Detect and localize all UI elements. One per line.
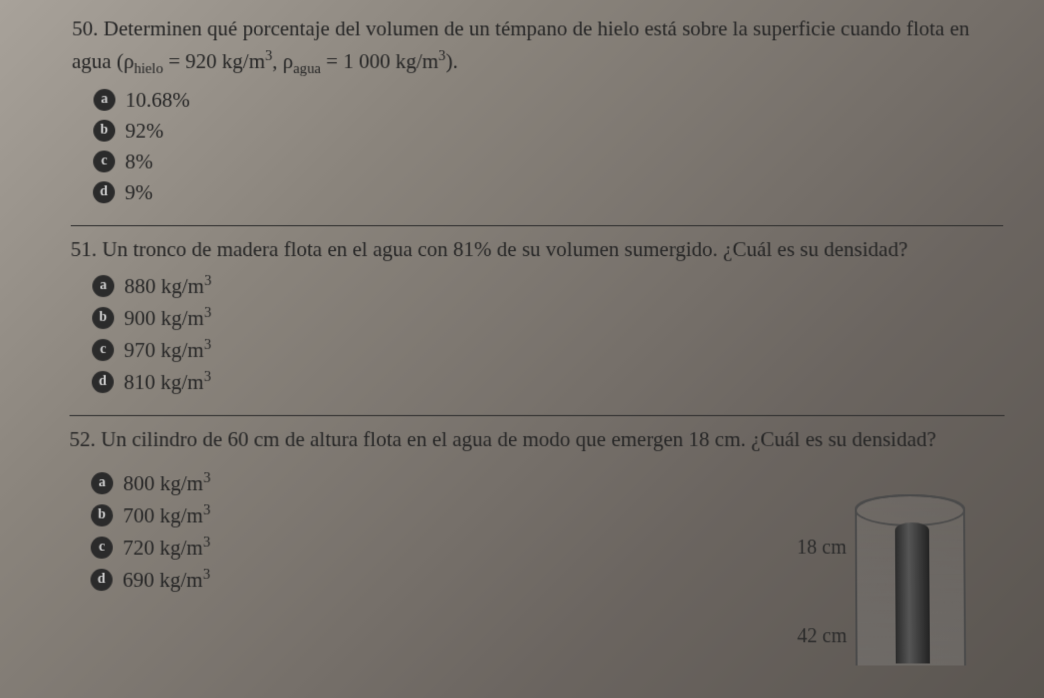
bullet-b-icon: b: [93, 120, 115, 142]
question-51: 51. Un tronco de madera flota en el agua…: [69, 225, 1004, 415]
option-52c-label: 720 kg/m3: [123, 534, 211, 560]
question-52-text: 52. Un cilindro de 60 cm de altura flota…: [69, 424, 1005, 456]
question-number: 51.: [71, 237, 97, 261]
question-51-text: 51. Un tronco de madera flota en el agua…: [70, 234, 1003, 265]
option-50d-label: 9%: [125, 180, 153, 205]
bullet-a-icon: a: [93, 89, 115, 111]
option-51c[interactable]: c 970 kg/m3: [92, 337, 1004, 363]
bullet-c-icon: c: [93, 151, 115, 173]
option-52a[interactable]: a 800 kg/m3: [91, 470, 805, 496]
option-52d[interactable]: d 690 kg/m3: [90, 566, 805, 592]
question-50-options: a 10.68% b 92% c 8% d 9%: [71, 88, 1003, 205]
option-50a-label: 10.68%: [125, 88, 190, 113]
option-52a-val: 800 kg/m: [123, 471, 203, 495]
option-52d-label: 690 kg/m3: [123, 566, 211, 592]
bullet-b-icon: b: [91, 504, 113, 526]
option-51b[interactable]: b 900 kg/m3: [92, 305, 1004, 331]
option-51a-label: 880 kg/m3: [124, 273, 211, 299]
option-51d-val: 810 kg/m: [124, 370, 204, 394]
option-52b-val: 700 kg/m: [123, 503, 203, 527]
cylinder-diagram: 18 cm 42 cm: [825, 494, 976, 665]
option-50b-label: 92%: [125, 118, 164, 143]
question-52: 52. Un cilindro de 60 cm de altura flota…: [68, 415, 1007, 679]
option-51b-label: 900 kg/m3: [124, 305, 211, 331]
bullet-a-icon: a: [91, 472, 113, 494]
option-50c[interactable]: c 8%: [93, 149, 1003, 174]
bullet-a-icon: a: [92, 275, 114, 297]
q50-t4: = 1 000 kg/m: [321, 49, 439, 73]
option-51a-val: 880 kg/m: [124, 274, 204, 298]
q52-text: Un cilindro de 60 cm de altura flota en …: [101, 427, 936, 451]
option-51d-sup: 3: [204, 369, 211, 385]
q50-t2: = 920 kg/m: [163, 49, 265, 73]
option-51c-val: 970 kg/m: [124, 338, 204, 362]
question-number: 52.: [69, 427, 95, 451]
option-51a-sup: 3: [204, 273, 211, 289]
bullet-b-icon: b: [92, 307, 114, 329]
option-51b-val: 900 kg/m: [124, 306, 204, 330]
option-51d-label: 810 kg/m3: [124, 369, 211, 395]
option-50b[interactable]: b 92%: [93, 118, 1002, 143]
option-51c-sup: 3: [204, 337, 211, 353]
question-52-options: a800 kg/m3 b700 kg/m3 c720 kg/m3 d690 kg…: [68, 464, 805, 599]
q50-sub1: hielo: [134, 61, 163, 77]
option-50c-label: 8%: [125, 149, 153, 174]
option-52b-sup: 3: [203, 502, 210, 518]
textbook-page: 50. Determinen qué porcentaje del volume…: [0, 2, 1044, 680]
option-52d-val: 690 kg/m: [123, 567, 203, 591]
bullet-d-icon: d: [92, 371, 114, 393]
diagram-label-18cm: 18 cm: [797, 536, 847, 559]
q50-t5: ).: [446, 49, 458, 73]
question-50: 50. Determinen qué porcentaje del volume…: [71, 14, 1003, 225]
option-52c-val: 720 kg/m: [123, 535, 203, 559]
q50-t3: , ρ: [272, 49, 293, 73]
option-51a[interactable]: a 880 kg/m3: [92, 273, 1003, 299]
option-52b[interactable]: b 700 kg/m3: [91, 502, 805, 528]
bullet-c-icon: c: [91, 536, 113, 558]
option-52c[interactable]: c 720 kg/m3: [91, 534, 805, 560]
diagram-label-42cm: 42 cm: [797, 625, 847, 648]
q51-text: Un tronco de madera flota en el agua con…: [102, 237, 908, 261]
option-51c-label: 970 kg/m3: [124, 337, 211, 363]
option-51d[interactable]: d 810 kg/m3: [92, 369, 1005, 395]
cylinder-icon: [895, 522, 930, 663]
option-52d-sup: 3: [203, 566, 210, 582]
question-50-text: 50. Determinen qué porcentaje del volume…: [72, 14, 1002, 80]
option-52a-sup: 3: [203, 470, 210, 486]
option-50a[interactable]: a 10.68%: [93, 88, 1002, 113]
option-52c-sup: 3: [203, 534, 210, 550]
question-52-body: a800 kg/m3 b700 kg/m3 c720 kg/m3 d690 kg…: [68, 464, 1006, 665]
option-52a-label: 800 kg/m3: [123, 470, 211, 496]
option-51b-sup: 3: [204, 305, 211, 321]
question-51-options: a880 kg/m3 b900 kg/m3 c970 kg/m3 d810 kg…: [70, 273, 1005, 395]
bullet-d-icon: d: [93, 182, 115, 204]
option-52b-label: 700 kg/m3: [123, 502, 211, 528]
option-50d[interactable]: d 9%: [93, 180, 1003, 205]
q50-sub2: agua: [293, 61, 321, 77]
question-number: 50.: [72, 17, 98, 41]
bullet-d-icon: d: [90, 568, 112, 590]
bullet-c-icon: c: [92, 339, 114, 361]
